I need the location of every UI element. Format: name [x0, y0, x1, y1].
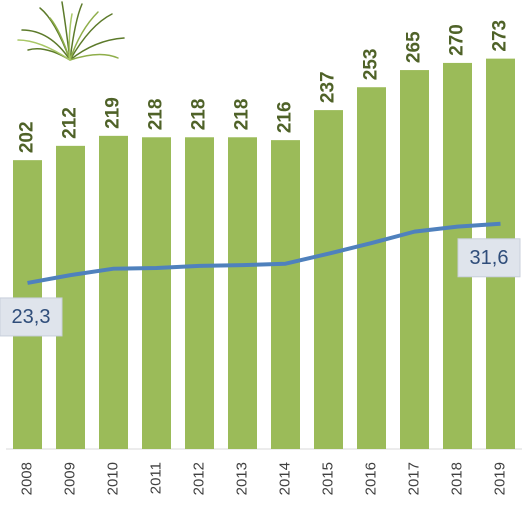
bar-value-label: 218 [232, 99, 253, 131]
x-tick-label: 2011 [147, 462, 164, 494]
x-tick-label: 2017 [405, 462, 422, 495]
line-value-label: 31,6 [470, 247, 509, 269]
bar [142, 137, 171, 449]
bar-value-label: 202 [17, 121, 38, 153]
bar-value-label: 265 [404, 31, 425, 63]
bar-value-label: 270 [447, 24, 468, 56]
x-tick-label: 2009 [61, 462, 78, 495]
x-tick-label: 2012 [190, 462, 207, 495]
bar-value-label: 216 [275, 101, 296, 133]
bar [271, 140, 300, 449]
x-tick-label: 2008 [18, 462, 35, 495]
bar-value-label: 219 [103, 97, 124, 129]
x-tick-label: 2015 [319, 462, 336, 495]
x-tick-label: 2013 [233, 462, 250, 495]
grass-icon [18, 2, 124, 60]
bar [400, 70, 429, 449]
bar-value-label: 253 [361, 49, 382, 81]
bar-value-label: 218 [189, 99, 210, 131]
bar [185, 137, 214, 449]
bar [314, 110, 343, 449]
x-tick-label: 2016 [362, 462, 379, 495]
bar-value-label: 237 [318, 71, 339, 103]
bar-value-label: 218 [146, 99, 167, 131]
x-tick-label: 2019 [491, 462, 508, 495]
bar-value-label: 273 [490, 20, 511, 52]
bar [56, 146, 85, 449]
line [28, 224, 501, 283]
bar [357, 87, 386, 449]
bar-value-label: 212 [60, 107, 81, 139]
bar [228, 137, 257, 449]
bar [99, 136, 128, 449]
x-tick-label: 2010 [104, 462, 121, 495]
chart: 2008 2009 2010 2011 2012 2013 2014 2015 2016 2017… [0, 0, 523, 507]
x-tick-label: 2018 [448, 462, 465, 495]
line-value-label: 23,3 [12, 306, 51, 328]
x-tick-label: 2014 [276, 462, 293, 495]
